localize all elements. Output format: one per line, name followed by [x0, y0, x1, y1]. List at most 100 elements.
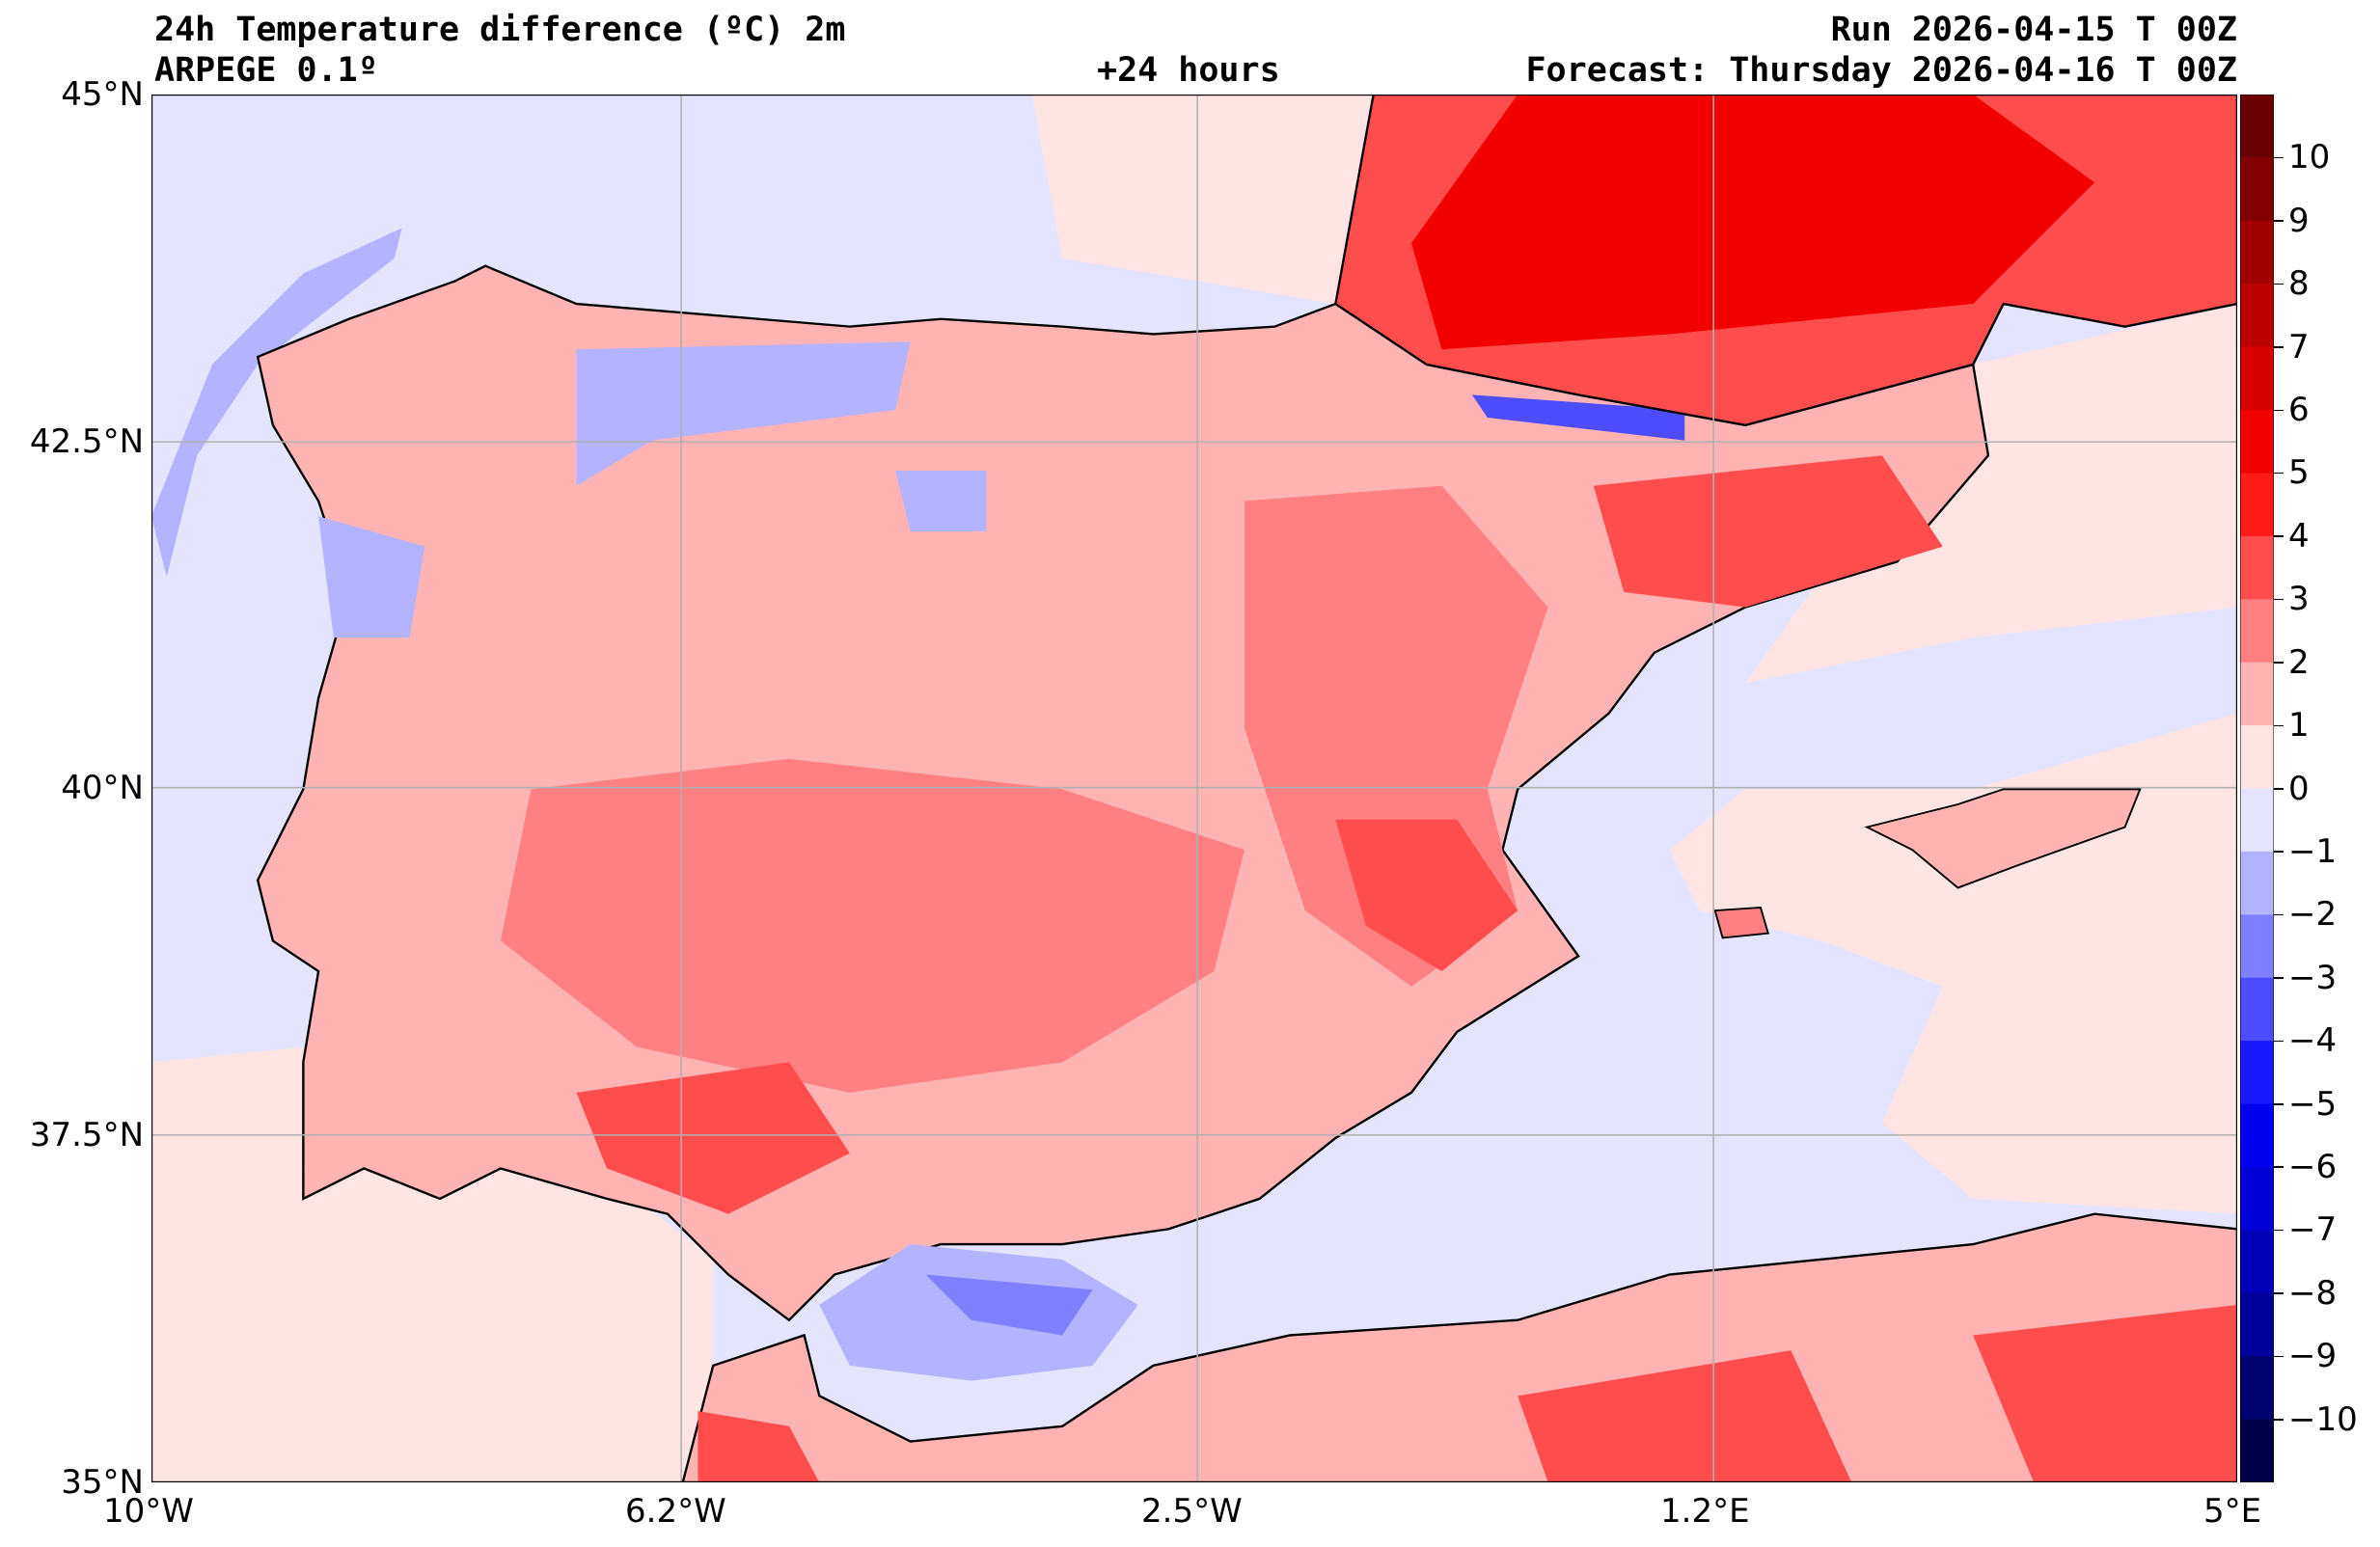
- colorbar-tick-label: 4: [2288, 516, 2310, 556]
- colorbar-tick-mark: [2274, 724, 2284, 727]
- colorbar-tick-mark: [2274, 1229, 2284, 1232]
- colorbar-tick-label: −1: [2288, 831, 2338, 871]
- colorbar-tick-label: 2: [2288, 642, 2310, 682]
- ebro-hot-spot: [1593, 455, 1943, 608]
- colorbar-tick-mark: [2274, 1292, 2284, 1294]
- colorbar-band: [2240, 157, 2274, 222]
- colorbar-tick-label: 5: [2288, 453, 2310, 493]
- colorbar-band: [2240, 1166, 2274, 1231]
- colorbar-band: [2240, 725, 2274, 789]
- colorbar-band: [2240, 284, 2274, 348]
- colorbar-tick-label: −7: [2288, 1210, 2338, 1250]
- colorbar-tick-mark: [2274, 156, 2284, 159]
- colorbar-band: [2240, 1419, 2274, 1482]
- cantabria-cool-region: [576, 341, 911, 486]
- map-title: 24h Temperature difference (ºC) 2m: [154, 11, 846, 49]
- colorbar-tick-label: 10: [2288, 138, 2331, 177]
- colorbar-tick-mark: [2274, 409, 2284, 412]
- lat-label: 37.5°N: [29, 1116, 144, 1154]
- lat-label: 35°N: [61, 1463, 144, 1502]
- colorbar-tick-mark: [2274, 662, 2284, 664]
- colorbar-band: [2240, 95, 2274, 158]
- colorbar-tick-mark: [2274, 788, 2284, 790]
- colorbar-tick-label: 3: [2288, 580, 2310, 619]
- colorbar-band: [2240, 788, 2274, 853]
- central-warm-region: [500, 758, 1245, 1093]
- colorbar-band: [2240, 1041, 2274, 1105]
- colorbar-band: [2240, 1292, 2274, 1357]
- forecast-label: Forecast: Thursday 2026-04-16 T 00Z: [1525, 51, 2237, 90]
- colorbar-tick-label: −10: [2288, 1399, 2358, 1439]
- colorbar-tick-label: 7: [2288, 327, 2310, 366]
- colorbar-band: [2240, 410, 2274, 474]
- run-label: Run 2026-04-15 T 00Z: [1830, 11, 2237, 49]
- colorbar-tick-mark: [2274, 1166, 2284, 1168]
- colorbar-band: [2240, 535, 2274, 600]
- colorbar-tick-mark: [2274, 913, 2284, 916]
- temperature-difference-map: [151, 95, 2237, 1482]
- colorbar-band: [2240, 220, 2274, 285]
- colorbar-band: [2240, 599, 2274, 664]
- colorbar-tick-label: −9: [2288, 1337, 2338, 1376]
- lon-label: 6.2°W: [625, 1492, 726, 1531]
- guadalquivir-hot-spot: [576, 1062, 850, 1214]
- colorbar-band: [2240, 1103, 2274, 1168]
- pyrenees-cool-band: [1471, 394, 1685, 441]
- colorbar-tick-mark: [2274, 1355, 2284, 1358]
- north-africa-land: [681, 1212, 2237, 1482]
- colorbar-band: [2240, 1230, 2274, 1294]
- colorbar-band: [2240, 851, 2274, 915]
- valencia-hot-spot: [1335, 819, 1518, 972]
- lead-time-label: +24 hours: [1097, 51, 1280, 90]
- colorbar-band: [2240, 662, 2274, 726]
- model-label: ARPEGE 0.1º: [154, 51, 378, 90]
- lon-label: 5°E: [2203, 1492, 2262, 1531]
- colorbar-tick-mark: [2274, 472, 2284, 475]
- colorbar-tick-label: −2: [2288, 895, 2338, 935]
- colorbar-tick-label: 8: [2288, 264, 2310, 304]
- colorbar-tick-label: 0: [2288, 769, 2310, 808]
- colorbar-tick-mark: [2274, 1040, 2284, 1043]
- colorbar-tick-label: −6: [2288, 1147, 2338, 1186]
- colorbar-tick-label: −4: [2288, 1021, 2338, 1061]
- atlantic-cool-band: [151, 228, 402, 578]
- colorbar-tick-label: −8: [2288, 1273, 2338, 1313]
- lon-label: 10°W: [103, 1492, 194, 1531]
- colorbar-band: [2240, 914, 2274, 979]
- africa-warm-regions: [698, 1304, 2237, 1482]
- gulf-lion-warm-area: [1745, 304, 2237, 684]
- colorbar-band: [2240, 473, 2274, 537]
- colorbar-tick-label: 1: [2288, 706, 2310, 746]
- biscay-warm-area: [1031, 95, 1374, 305]
- lon-label: 1.2°E: [1660, 1492, 1750, 1531]
- galicia-cool-region: [318, 516, 425, 638]
- colorbar-tick-mark: [2274, 851, 2284, 853]
- colorbar-band: [2240, 346, 2274, 411]
- colorbar-tick-label: 6: [2288, 391, 2310, 430]
- france-hot-region: [1411, 95, 2095, 350]
- colorbar-tick-mark: [2274, 1103, 2284, 1105]
- lat-label: 40°N: [61, 769, 144, 807]
- ibiza-land: [1713, 906, 1770, 939]
- alboran-core: [925, 1274, 1093, 1336]
- colorbar-tick-mark: [2274, 283, 2284, 285]
- colorbar-band: [2240, 1356, 2274, 1421]
- colorbar: [2240, 95, 2274, 1482]
- burgos-cool-spot: [895, 471, 987, 531]
- colorbar-tick-label: −3: [2288, 958, 2338, 997]
- graticule: [151, 95, 2237, 1482]
- colorbar-tick-mark: [2274, 535, 2284, 537]
- lat-label: 42.5°N: [29, 422, 144, 461]
- colorbar-tick-label: −5: [2288, 1084, 2338, 1124]
- colorbar-tick-mark: [2274, 220, 2284, 222]
- mallorca-land: [1864, 788, 2142, 889]
- atlantic-warm-area: [151, 1046, 714, 1482]
- colorbar-tick-label: 9: [2288, 201, 2310, 240]
- lat-label: 45°N: [61, 75, 144, 114]
- colorbar-band: [2240, 977, 2274, 1042]
- colorbar-tick-mark: [2274, 1419, 2284, 1421]
- colorbar-tick-mark: [2274, 346, 2284, 348]
- lon-label: 2.5°W: [1141, 1492, 1243, 1531]
- colorbar-tick-mark: [2274, 977, 2284, 979]
- colorbar-tick-mark: [2274, 598, 2284, 601]
